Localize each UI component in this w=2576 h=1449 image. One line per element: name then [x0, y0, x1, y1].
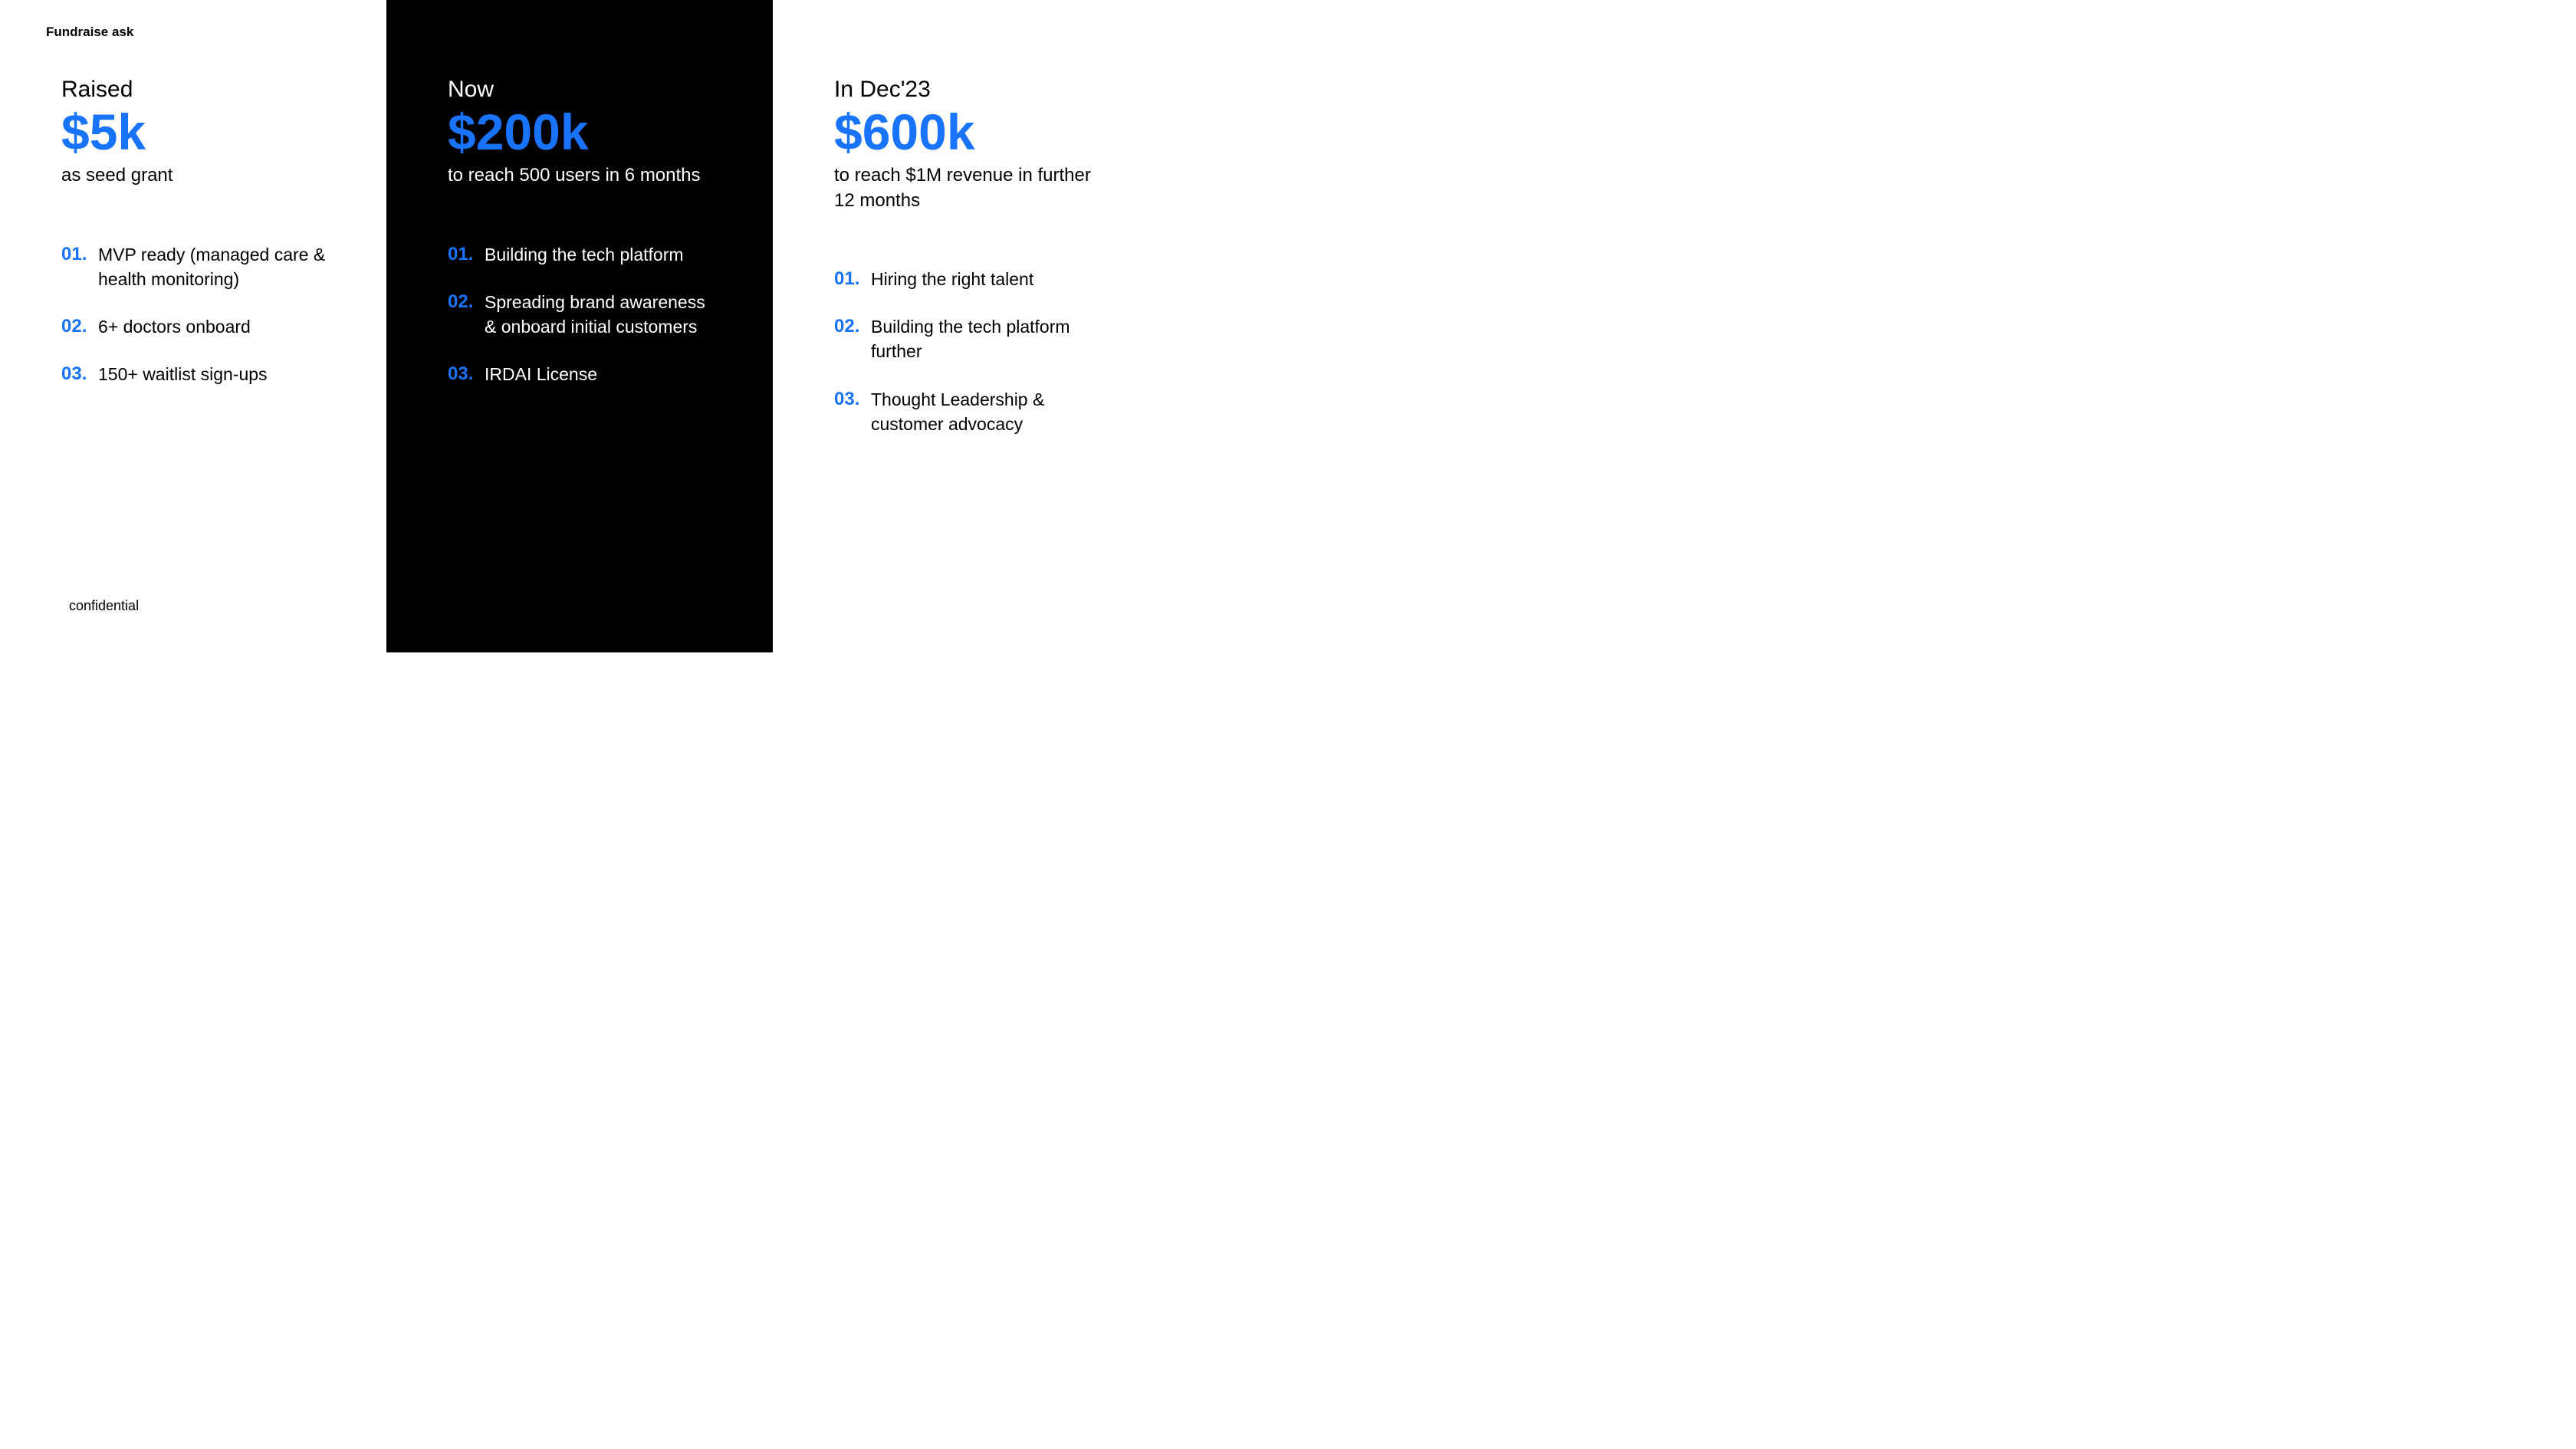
col0-amount: $5k [61, 106, 340, 159]
item-text: 6+ doctors onboard [98, 314, 251, 339]
item-text: Spreading brand awareness & onboard init… [485, 290, 715, 339]
col1-header-label: Now [448, 77, 727, 103]
list-item: 02. 6+ doctors onboard [61, 314, 340, 339]
item-text: Building the tech platform [485, 242, 684, 267]
item-text: MVP ready (managed care & health monitor… [98, 242, 328, 291]
list-item: 03. 150+ waitlist sign-ups [61, 362, 340, 386]
item-number: 03. [61, 362, 98, 386]
item-number: 03. [834, 387, 871, 411]
col1-amount: $200k [448, 106, 727, 159]
column-now: Now $200k to reach 500 users in 6 months… [386, 0, 773, 652]
item-number: 01. [448, 242, 485, 266]
item-text: 150+ waitlist sign-ups [98, 362, 268, 386]
list-item: 01. Hiring the right talent [834, 267, 1113, 291]
list-item: 03. IRDAI License [448, 362, 727, 386]
item-text: Thought Leadership & customer advocacy [871, 387, 1101, 436]
column-raised: Raised $5k as seed grant 01. MVP ready (… [0, 0, 386, 652]
col0-subtext: as seed grant [61, 163, 322, 188]
item-number: 01. [61, 242, 98, 266]
item-number: 02. [61, 314, 98, 338]
col0-list: 01. MVP ready (managed care & health mon… [61, 242, 340, 387]
fundraise-slide: Fundraise ask confidential Raised $5k as… [0, 0, 1159, 652]
item-text: Building the tech platform further [871, 314, 1101, 363]
col2-amount: $600k [834, 106, 1113, 159]
list-item: 01. Building the tech platform [448, 242, 727, 267]
item-text: Hiring the right talent [871, 267, 1033, 291]
list-item: 01. MVP ready (managed care & health mon… [61, 242, 340, 291]
item-number: 01. [834, 267, 871, 291]
col2-header-label: In Dec'23 [834, 77, 1113, 103]
list-item: 02. Spreading brand awareness & onboard … [448, 290, 727, 339]
col1-list: 01. Building the tech platform 02. Sprea… [448, 242, 727, 387]
col0-header-label: Raised [61, 77, 340, 103]
col2-list: 01. Hiring the right talent 02. Building… [834, 267, 1113, 436]
item-number: 02. [834, 314, 871, 338]
item-number: 03. [448, 362, 485, 386]
list-item: 02. Building the tech platform further [834, 314, 1113, 363]
col2-subtext: to reach $1M revenue in further 12 month… [834, 163, 1095, 213]
item-text: IRDAI License [485, 362, 597, 386]
column-dec23: In Dec'23 $600k to reach $1M revenue in … [773, 0, 1159, 652]
list-item: 03. Thought Leadership & customer advoca… [834, 387, 1113, 436]
col1-subtext: to reach 500 users in 6 months [448, 163, 708, 188]
item-number: 02. [448, 290, 485, 314]
